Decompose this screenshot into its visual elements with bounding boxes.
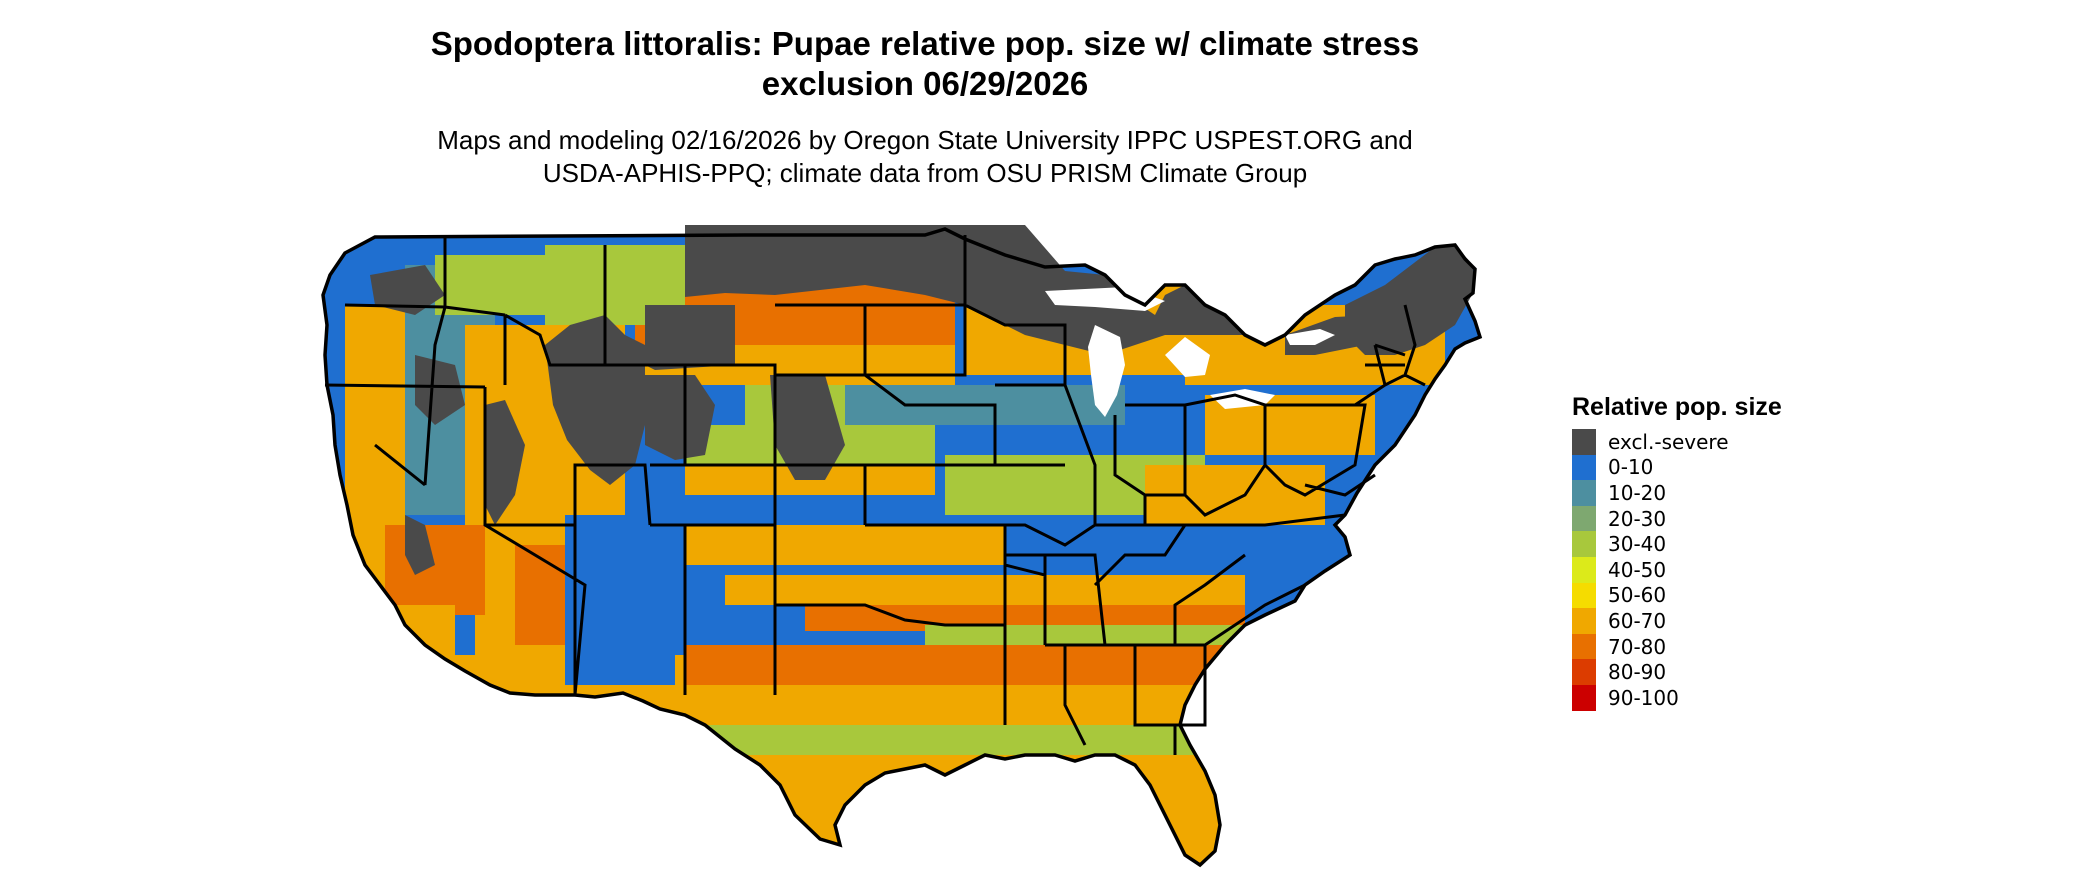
legend-item: 90-100 (1572, 684, 1782, 711)
legend-swatch (1572, 608, 1596, 634)
legend-swatch (1572, 454, 1596, 481)
map-title: Spodoptera littoralis: Pupae relative po… (0, 24, 1850, 104)
legend-item: 20-30 (1572, 505, 1782, 532)
legend-swatch (1572, 582, 1596, 609)
great-lakes (1045, 287, 1335, 417)
legend-swatch (1572, 531, 1596, 557)
subtitle-line-1: Maps and modeling 02/16/2026 by Oregon S… (437, 125, 1413, 155)
legend-item: 80-90 (1572, 659, 1782, 685)
legend-label: 10-20 (1608, 480, 1667, 505)
legend-item: 60-70 (1572, 608, 1782, 634)
legend-item: 0-10 (1572, 454, 1782, 481)
legend-label: 60-70 (1608, 608, 1667, 633)
legend-swatch (1572, 556, 1596, 583)
title-line-1: Spodoptera littoralis: Pupae relative po… (430, 25, 1420, 62)
legend-item: 40-50 (1572, 556, 1782, 583)
legend-item: 30-40 (1572, 531, 1782, 557)
legend-label: 20-30 (1608, 506, 1667, 531)
legend-title: Relative pop. size (1572, 393, 1782, 421)
legend-label: 0-10 (1608, 455, 1654, 480)
legend-label: 90-100 (1608, 685, 1679, 710)
legend-swatch (1572, 633, 1596, 660)
title-line-2: exclusion 06/29/2026 (761, 65, 1089, 102)
legend-swatch (1572, 429, 1596, 455)
subtitle-line-2: USDA-APHIS-PPQ; climate data from OSU PR… (542, 158, 1308, 188)
legend: Relative pop. size excl.-severe 0-10 10-20… (1572, 392, 1782, 711)
legend-label: 80-90 (1608, 660, 1667, 685)
legend-label: excl.-severe (1608, 429, 1729, 454)
legend-item: 70-80 (1572, 633, 1782, 660)
legend-label: 30-40 (1608, 532, 1667, 557)
legend-label: 50-60 (1608, 583, 1667, 608)
legend-label: 70-80 (1608, 634, 1667, 659)
us-map (321, 225, 1483, 868)
legend-item: 50-60 (1572, 582, 1782, 609)
legend-label: 40-50 (1608, 557, 1667, 582)
legend-items: excl.-severe 0-10 10-20 20-30 30-40 40-50 50-6… (1572, 429, 1782, 711)
state-boundaries (324, 235, 1426, 755)
map-subtitle: Maps and modeling 02/16/2026 by Oregon S… (0, 124, 1850, 190)
legend-swatch (1572, 505, 1596, 532)
legend-swatch (1572, 659, 1596, 685)
us-outline (321, 227, 1483, 868)
legend-item: excl.-severe (1572, 429, 1782, 455)
legend-swatch (1572, 480, 1596, 506)
legend-swatch (1572, 684, 1596, 711)
legend-item: 10-20 (1572, 480, 1782, 506)
